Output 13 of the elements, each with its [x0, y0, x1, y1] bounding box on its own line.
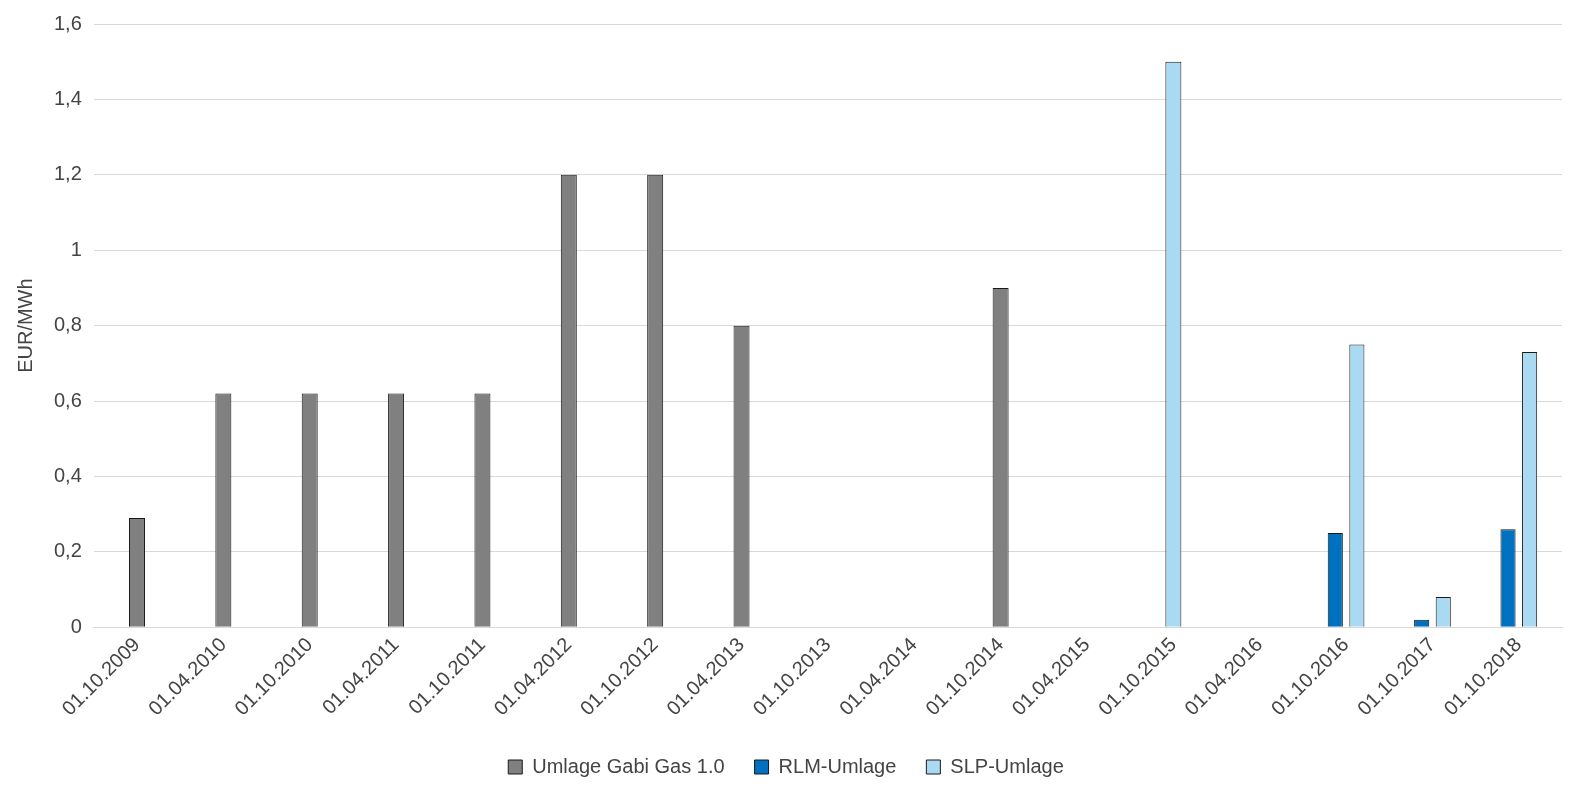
y-tick-label: 0,2 — [53, 539, 82, 562]
y-axis-title: EUR/MWh — [13, 278, 36, 373]
y-tick-label: 1,4 — [53, 86, 82, 109]
legend-label: RLM-Umlage — [778, 754, 897, 777]
y-tick-label: 0,8 — [53, 313, 82, 336]
y-tick-label: 0,4 — [53, 463, 82, 486]
y-tick-label: 1,6 — [53, 11, 82, 34]
legend-label: Umlage Gabi Gas 1.0 — [532, 754, 725, 777]
y-tick-label: 0 — [70, 614, 82, 637]
y-tick-label: 1 — [70, 237, 82, 260]
y-tick-label: 1,2 — [53, 162, 82, 185]
y-tick-label: 0,6 — [53, 388, 82, 411]
legend-label: SLP-Umlage — [950, 754, 1064, 777]
